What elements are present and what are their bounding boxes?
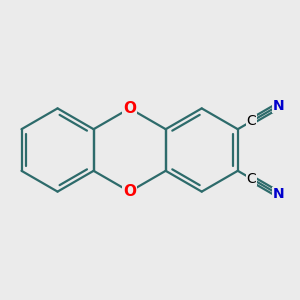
Text: O: O — [123, 184, 136, 199]
Text: N: N — [273, 99, 284, 113]
Text: N: N — [273, 187, 284, 201]
Text: C: C — [247, 172, 256, 186]
Text: C: C — [247, 114, 256, 128]
Text: O: O — [123, 101, 136, 116]
